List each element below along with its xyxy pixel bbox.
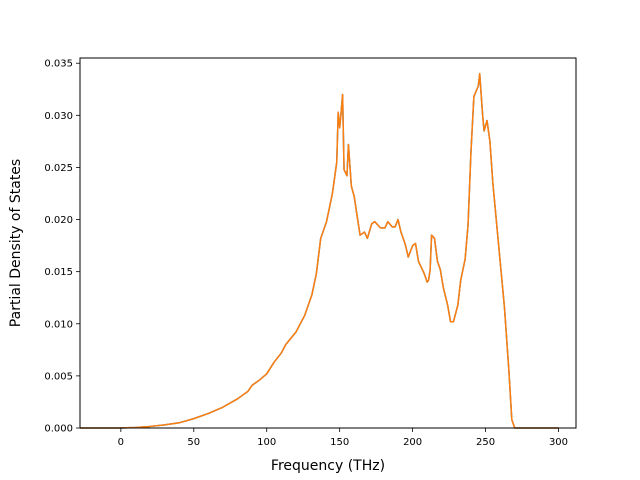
x-tick-label: 300 bbox=[549, 437, 568, 448]
x-axis-ticks: 0 50 100 150 200 250 300 bbox=[118, 428, 568, 448]
x-axis-label: Frequency (THz) bbox=[271, 458, 385, 474]
y-tick-label: 0.025 bbox=[44, 163, 73, 174]
series-layer bbox=[80, 72, 559, 429]
series-line-2 bbox=[80, 72, 559, 429]
x-tick-label: 50 bbox=[187, 437, 200, 448]
y-axis-label: Partial Density of States bbox=[8, 159, 24, 327]
y-tick-label: 0.020 bbox=[44, 215, 73, 226]
x-tick-label: 150 bbox=[330, 437, 349, 448]
x-tick-label: 250 bbox=[476, 437, 495, 448]
y-tick-label: 0.035 bbox=[44, 59, 73, 70]
x-tick-label: 200 bbox=[403, 437, 422, 448]
y-axis-ticks: 0.000 0.005 0.010 0.015 0.020 0.025 0.030 0.035 bbox=[44, 59, 80, 435]
x-tick-label: 100 bbox=[257, 437, 276, 448]
plot-frame bbox=[79, 57, 577, 429]
y-tick-label: 0.030 bbox=[44, 111, 73, 122]
y-tick-label: 0.000 bbox=[44, 424, 73, 435]
y-tick-label: 0.015 bbox=[44, 267, 73, 278]
y-tick-label: 0.010 bbox=[44, 319, 73, 330]
y-tick-label: 0.005 bbox=[44, 371, 73, 382]
x-tick-label: 0 bbox=[118, 437, 124, 448]
